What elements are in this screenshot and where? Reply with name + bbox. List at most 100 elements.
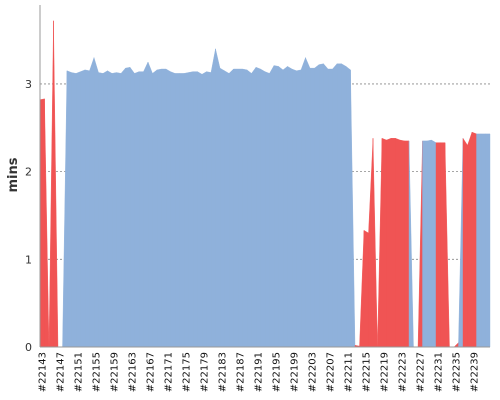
area-segment bbox=[368, 138, 374, 348]
area-segment bbox=[390, 138, 396, 348]
area-segment bbox=[192, 71, 198, 348]
area-segment bbox=[336, 63, 342, 348]
area-segment bbox=[440, 142, 446, 348]
x-tick-label: #22215 bbox=[361, 352, 372, 392]
area-segment bbox=[323, 63, 329, 348]
area-segment bbox=[332, 63, 338, 348]
area-segment bbox=[206, 71, 212, 348]
area-segment bbox=[341, 63, 347, 348]
area-segment bbox=[345, 65, 351, 348]
area-segment bbox=[422, 140, 428, 348]
area-segment bbox=[269, 64, 275, 348]
area-segment bbox=[291, 68, 297, 348]
x-tick-label: #22163 bbox=[127, 352, 138, 392]
area-segment bbox=[165, 68, 171, 348]
area-segment bbox=[462, 137, 468, 348]
area-segment bbox=[318, 63, 324, 348]
area-segment bbox=[75, 71, 81, 348]
area-segment bbox=[228, 68, 234, 348]
area-segment bbox=[485, 133, 491, 348]
x-tick-label: #22239 bbox=[469, 352, 480, 392]
area-segment bbox=[134, 71, 140, 348]
area-segment bbox=[152, 69, 158, 348]
area-segment bbox=[251, 66, 257, 348]
x-tick-labels: #22143 #22147 #22151 #22155 #22159 #22163 #221… bbox=[37, 352, 480, 392]
area-segment bbox=[273, 65, 279, 348]
area-segment bbox=[102, 70, 108, 348]
x-tick-label: #22211 bbox=[343, 352, 354, 392]
area-segment bbox=[201, 71, 207, 348]
area-segment bbox=[84, 69, 90, 348]
area-segment bbox=[39, 98, 45, 348]
area-segment bbox=[98, 72, 104, 348]
area-segment bbox=[399, 139, 405, 348]
area-segment bbox=[444, 142, 450, 348]
x-tick-label: #22175 bbox=[181, 352, 192, 392]
area-segment bbox=[197, 71, 203, 348]
x-tick-label: #22227 bbox=[415, 352, 426, 392]
area-segment bbox=[327, 68, 333, 348]
area-segment bbox=[183, 72, 189, 348]
area-segment bbox=[66, 70, 72, 348]
area-segment bbox=[296, 69, 302, 348]
x-tick-label: #22143 bbox=[37, 352, 48, 392]
x-tick-label: #22223 bbox=[397, 352, 408, 392]
y-tick-labels: 0 1 2 3 bbox=[25, 78, 32, 354]
x-tick-label: #22231 bbox=[433, 352, 444, 392]
area-segment bbox=[53, 20, 59, 348]
area-segment bbox=[93, 57, 99, 348]
area-segment bbox=[170, 71, 176, 348]
area-segment bbox=[215, 48, 221, 348]
area-segment bbox=[80, 69, 86, 348]
area-segment bbox=[305, 57, 311, 348]
area-segment bbox=[143, 61, 149, 348]
area-segment bbox=[260, 68, 266, 348]
area-segment bbox=[377, 138, 383, 348]
area-segment bbox=[395, 137, 401, 348]
x-tick-label: #22187 bbox=[235, 352, 246, 392]
x-tick-label: #22183 bbox=[217, 352, 228, 392]
y-tick-label: 2 bbox=[25, 166, 32, 179]
area-segment bbox=[480, 133, 486, 348]
area-segment bbox=[210, 48, 216, 348]
area-segment bbox=[246, 69, 252, 348]
area-segment bbox=[435, 142, 441, 348]
x-tick-label: #22171 bbox=[163, 352, 174, 392]
area-segment bbox=[161, 68, 167, 348]
y-tick-label: 1 bbox=[25, 253, 32, 266]
area-segment bbox=[314, 64, 320, 348]
axes bbox=[39, 5, 490, 348]
area-segment bbox=[282, 65, 288, 348]
y-axis-label: mins bbox=[6, 157, 21, 192]
area-segment bbox=[255, 66, 261, 348]
area-segment bbox=[431, 139, 437, 348]
x-tick-label: #22167 bbox=[145, 352, 156, 392]
area-segment bbox=[125, 67, 131, 348]
area-segment bbox=[107, 70, 113, 348]
area-segment bbox=[453, 342, 459, 348]
area-segment bbox=[372, 138, 378, 348]
area-segment bbox=[278, 65, 284, 348]
x-tick-label: #22207 bbox=[325, 352, 336, 392]
area-segment bbox=[156, 68, 162, 348]
area-segment bbox=[363, 230, 369, 348]
area-segment bbox=[350, 69, 356, 348]
area-segment bbox=[386, 137, 392, 348]
area-segment bbox=[219, 67, 225, 348]
area-segment bbox=[71, 72, 77, 348]
x-tick-label: #22235 bbox=[451, 352, 462, 392]
area-segment bbox=[233, 68, 239, 348]
area-segment bbox=[242, 68, 248, 348]
area-segment bbox=[89, 57, 95, 348]
x-tick-label: #22195 bbox=[271, 352, 282, 392]
area-segment bbox=[111, 72, 117, 348]
area-segment bbox=[426, 139, 432, 348]
x-tick-label: #22199 bbox=[289, 352, 300, 392]
area-segment bbox=[309, 67, 315, 348]
area-segment bbox=[467, 132, 473, 348]
x-tick-label: #22203 bbox=[307, 352, 318, 392]
x-tick-label: #22191 bbox=[253, 352, 264, 392]
area-segment bbox=[62, 70, 68, 348]
area-segment bbox=[287, 66, 293, 348]
